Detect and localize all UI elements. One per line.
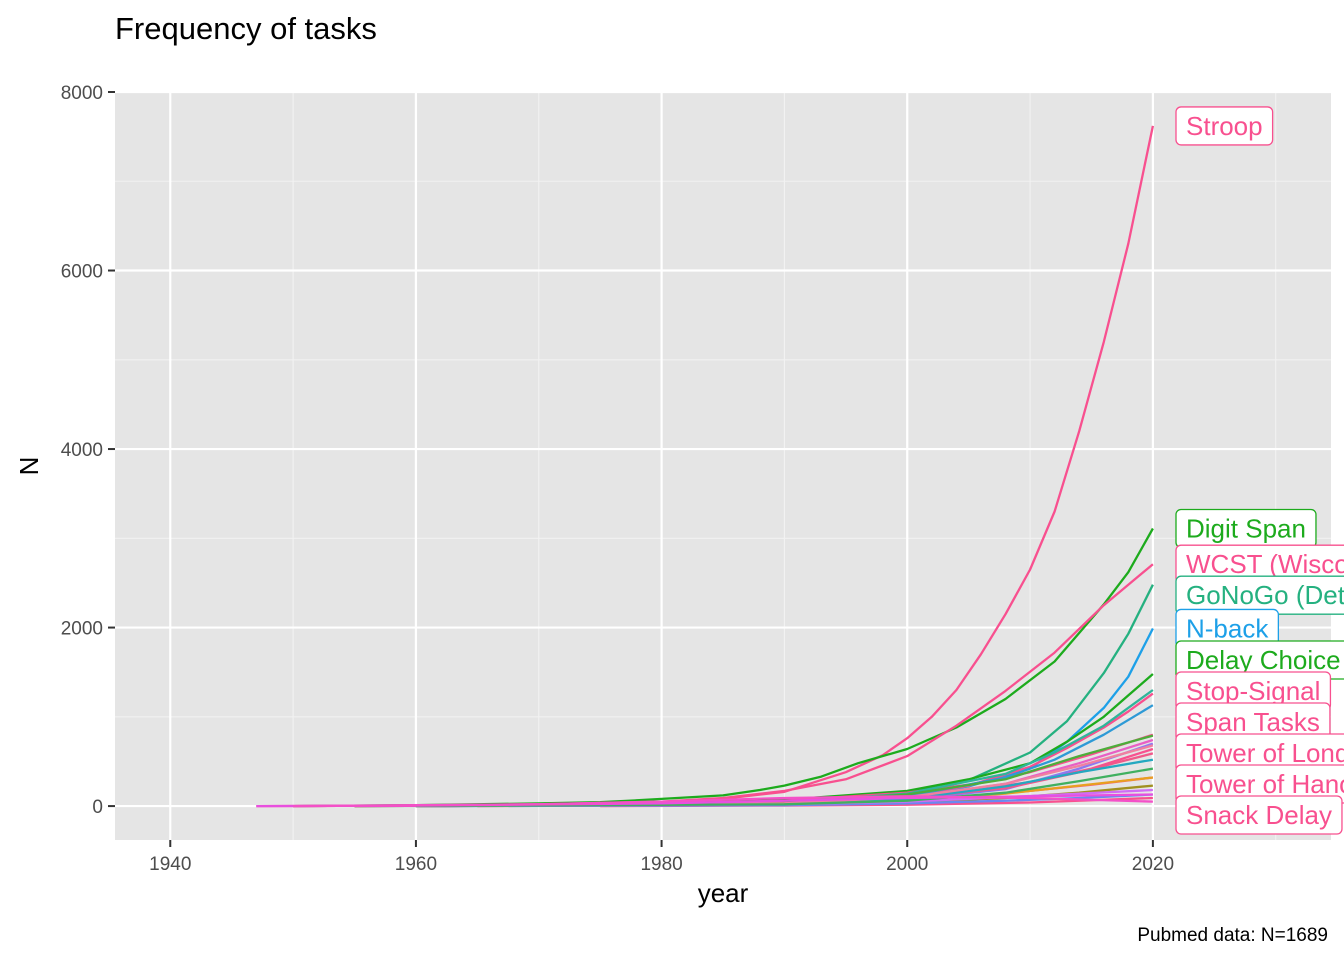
series-label-box	[1175, 106, 1274, 146]
series-label-7: Span Tasks	[1175, 702, 1331, 742]
series-label-4: N-back	[1175, 608, 1280, 649]
plot-panel	[115, 92, 1331, 840]
y-tick-label: 6000	[61, 262, 103, 283]
major-gridlines	[115, 90, 1331, 840]
x-tick-label: 1940	[149, 854, 191, 875]
series-label-text: GoNoGo (Detection)	[1186, 580, 1344, 610]
series-label-text: Tower of Hanoi	[1186, 769, 1344, 799]
y-axis-title: N	[14, 457, 44, 476]
series-label-box	[1175, 575, 1344, 615]
minor-gridlines	[115, 92, 1331, 840]
series-label-8: Tower of London	[1175, 733, 1344, 773]
series-label-text: N-back	[1186, 613, 1269, 643]
series-label-box	[1175, 544, 1344, 584]
x-tick-label: 2000	[886, 854, 928, 875]
y-tick-label: 4000	[61, 440, 103, 461]
series-label-text: Stop-Signal	[1186, 676, 1320, 706]
series-label-text: WCST (Wisconsin Card Sorting)	[1186, 549, 1344, 579]
series-label-5: Delay Choice	[1175, 640, 1344, 680]
series-line-25	[293, 795, 1153, 808]
series-label-text: Digit Span	[1186, 513, 1306, 543]
series-label-text: Tower of London	[1186, 738, 1344, 768]
series-label-2: WCST (Wisconsin Card Sorting)	[1175, 544, 1344, 584]
series-labels: Stroop Digit Span WCST (Wisconsin Card Sor…	[1175, 106, 1344, 835]
series-label-text: Span Tasks	[1186, 707, 1320, 737]
x-tick-label: 1960	[395, 854, 437, 875]
series-label-3: GoNoGo (Detection)	[1175, 575, 1344, 615]
x-axis: 1940 1960 1980 2000 2020	[149, 840, 1174, 875]
series-label-6: Stop-Signal	[1175, 671, 1332, 711]
series-label-text: Delay Choice	[1186, 645, 1341, 675]
series-label-box	[1175, 795, 1343, 835]
caption: Pubmed data: N=1689	[1137, 925, 1328, 946]
x-tick-label: 1980	[640, 854, 682, 875]
series-label-1: Digit Span	[1175, 508, 1317, 549]
series-label-9: Tower of Hanoi	[1175, 764, 1344, 804]
series-label-text: Snack Delay	[1186, 800, 1332, 830]
y-tick-label: 2000	[61, 619, 103, 640]
chart-title: Frequency of tasks	[115, 11, 377, 46]
x-axis-title: year	[698, 878, 749, 908]
y-tick-label: 0	[92, 797, 103, 818]
y-tick-label: 8000	[61, 83, 103, 104]
series-label-0: Stroop	[1175, 106, 1274, 146]
series-label-text: Stroop	[1186, 111, 1263, 141]
series-lines	[256, 125, 1155, 808]
series-label-10: Snack Delay	[1175, 795, 1343, 835]
x-tick-label: 2020	[1132, 854, 1174, 875]
y-axis: 0 2000 4000 6000 8000	[61, 83, 115, 818]
